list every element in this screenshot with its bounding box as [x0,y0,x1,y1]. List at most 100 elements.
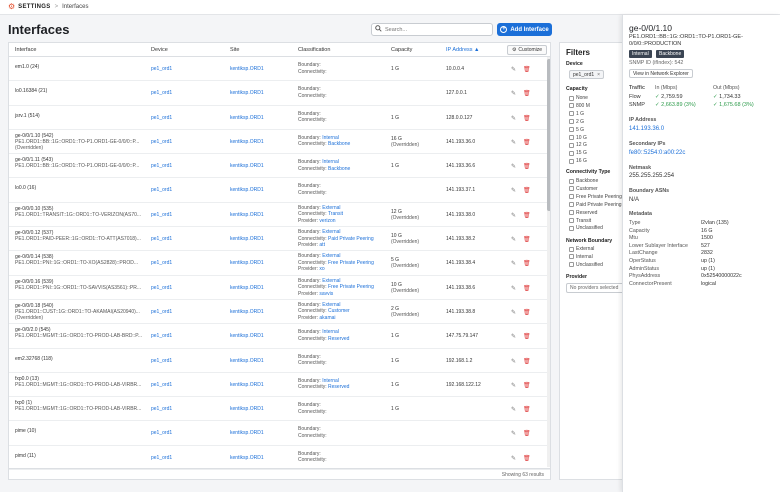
edit-icon[interactable]: ✎ [511,237,517,244]
trash-icon[interactable]: 🗑 [523,164,531,171]
trash-icon[interactable]: 🗑 [523,334,531,341]
table-row[interactable]: ge-0/0/1.10 (542) PE1.ORD1::BB::1G::ORD1… [9,130,550,155]
device-filter-chip[interactable]: pe1_ord1 × [569,70,605,79]
table-row[interactable]: ge-0/0/0.16 (539) PE1.ORD1::PNI::1G::ORD… [9,276,550,300]
connectivity-value[interactable]: Reserved [328,384,350,391]
capacity-checkbox[interactable]: 10 G [569,135,587,141]
device-link[interactable]: pe1_ord1 [151,187,173,194]
device-link[interactable]: pe1_ord1 [151,138,173,145]
site-link[interactable]: kentiksp.ORD1 [230,381,264,388]
edit-icon[interactable]: ✎ [511,139,517,146]
table-row[interactable]: em2.32768 (118) pe1_ord1 kentiksp.ORD1 B… [9,349,550,373]
table-row[interactable]: ge-0/0/0.18 (540) PE1.ORD1::CUST::1G::OR… [9,300,550,325]
checkbox-icon[interactable] [569,103,574,109]
connectivity-checkbox[interactable]: Transit [569,218,591,224]
site-link[interactable]: kentiksp.ORD1 [230,333,264,340]
boundary-checkbox[interactable]: Internal [569,254,593,260]
boundary-checkbox[interactable]: Unclassified [569,262,603,268]
trash-icon[interactable]: 🗑 [523,261,531,268]
boundary-value[interactable]: External [322,301,341,308]
device-link[interactable]: pe1_ord1 [151,308,173,315]
trash-icon[interactable]: 🗑 [523,358,531,365]
edit-icon[interactable]: ✎ [511,188,517,195]
provider-select[interactable]: No providers selected [566,283,626,293]
site-link[interactable]: kentiksp.ORD1 [230,138,264,145]
checkbox-icon[interactable] [569,225,574,231]
connectivity-checkbox[interactable]: Reserved [569,210,597,216]
trash-icon[interactable]: 🗑 [523,382,531,389]
trash-icon[interactable]: 🗑 [523,115,531,122]
ip-address-link[interactable]: 141.193.36.0 [629,126,665,132]
device-link[interactable]: pe1_ord1 [151,430,173,437]
device-link[interactable]: pe1_ord1 [151,284,173,291]
checkbox-icon[interactable] [569,210,574,216]
connectivity-value[interactable]: Reserved [328,335,350,342]
table-row[interactable]: fxp0 (1) PE1.ORD1::MGMT::1G::ORD1::TO-PR… [9,397,550,422]
trash-icon[interactable]: 🗑 [523,188,531,195]
connectivity-value[interactable]: Customer [328,308,350,315]
device-link[interactable]: pe1_ord1 [151,406,173,413]
header-ip-address[interactable]: IP Address ▲ [446,47,479,53]
trash-icon[interactable]: 🗑 [523,285,531,292]
device-link[interactable]: pe1_ord1 [151,211,173,218]
trash-icon[interactable]: 🗑 [523,91,531,98]
boundary-value[interactable]: External [322,204,341,211]
boundary-value[interactable]: Internal [322,159,339,166]
capacity-checkbox[interactable]: 1 G [569,111,584,117]
table-row[interactable]: pimd (11) pe1_ord1 kentiksp.ORD1 Boundar… [9,446,550,471]
capacity-checkbox[interactable]: 5 G [569,127,584,133]
search-box[interactable] [371,23,493,36]
checkbox-icon[interactable] [569,262,574,268]
table-row[interactable]: em1.0 (24) pe1_ord1 kentiksp.ORD1 Bounda… [9,57,550,82]
edit-icon[interactable]: ✎ [511,358,517,365]
capacity-checkbox[interactable]: 2 G [569,119,584,125]
checkbox-icon[interactable] [569,178,574,184]
table-row[interactable]: fxp0.0 (13) PE1.ORD1::MGMT::1G::ORD1::TO… [9,373,550,398]
boundary-value[interactable]: External [322,277,341,284]
search-input[interactable] [385,26,485,33]
trash-icon[interactable]: 🗑 [523,212,531,219]
site-link[interactable]: kentiksp.ORD1 [230,90,264,97]
connectivity-checkbox[interactable]: Unclassified [569,225,603,231]
header-device[interactable]: Device [151,47,168,53]
provider-value[interactable]: verizon [319,217,336,224]
site-link[interactable]: kentiksp.ORD1 [230,66,264,72]
provider-value[interactable]: att [319,242,325,249]
site-link[interactable]: kentiksp.ORD1 [230,187,264,194]
edit-icon[interactable]: ✎ [511,285,517,292]
checkbox-icon[interactable] [569,254,574,260]
boundary-value[interactable]: External [322,229,341,236]
connectivity-value[interactable]: Free Private Peering [328,259,374,266]
edit-icon[interactable]: ✎ [511,164,517,171]
boundary-value[interactable]: Internal [322,329,339,336]
device-link[interactable]: pe1_ord1 [151,333,173,340]
edit-icon[interactable]: ✎ [511,67,517,73]
device-link[interactable]: pe1_ord1 [151,90,173,97]
site-link[interactable]: kentiksp.ORD1 [230,211,264,218]
checkbox-icon[interactable] [569,150,574,156]
checkbox-icon[interactable] [569,111,574,117]
secondary-ip-link[interactable]: fe80::5254:0:a00:22c [629,150,686,156]
device-link[interactable]: pe1_ord1 [151,454,173,461]
checkbox-icon[interactable] [569,95,574,101]
trash-icon[interactable]: 🗑 [523,407,531,414]
device-link[interactable]: pe1_ord1 [151,163,173,170]
device-link[interactable]: pe1_ord1 [151,357,173,364]
site-link[interactable]: kentiksp.ORD1 [230,236,264,243]
edit-icon[interactable]: ✎ [511,382,517,389]
header-interface[interactable]: Interface [15,47,37,53]
table-row[interactable]: ge-0/0/0.12 (537) PE1.ORD1::PAID-PEER::1… [9,227,550,252]
capacity-checkbox[interactable]: None [569,95,588,101]
device-link[interactable]: pe1_ord1 [151,114,173,121]
close-icon[interactable]: × [597,71,601,78]
checkbox-icon[interactable] [569,246,574,252]
trash-icon[interactable]: 🗑 [523,139,531,146]
device-link[interactable]: pe1_ord1 [151,381,173,388]
checkbox-icon[interactable] [569,135,574,140]
site-link[interactable]: kentiksp.ORD1 [230,357,264,364]
trash-icon[interactable]: 🗑 [523,455,531,462]
table-row[interactable]: ge-0/0/2.0 (545) PE1.ORD1::MGMT::1G::ORD… [9,324,550,349]
table-row[interactable]: jsrv.1 (514) pe1_ord1 kentiksp.ORD1 Boun… [9,106,550,130]
connectivity-value[interactable]: Backbone [328,141,351,148]
device-link[interactable]: pe1_ord1 [151,236,173,243]
